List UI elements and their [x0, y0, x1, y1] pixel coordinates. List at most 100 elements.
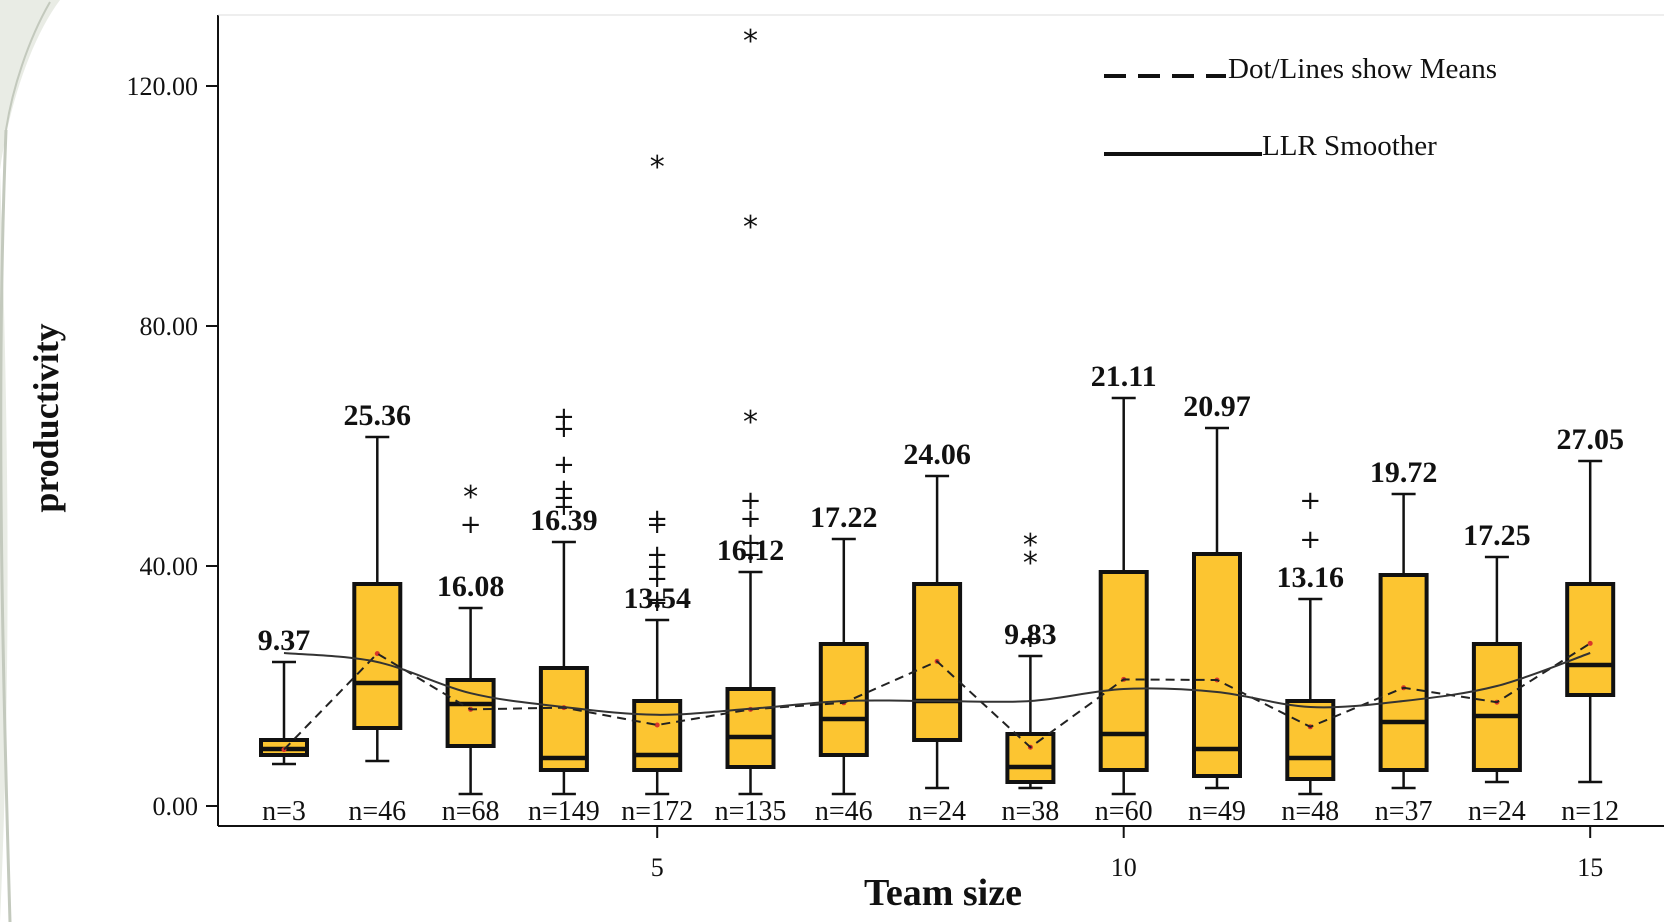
mean-dot: [654, 722, 660, 728]
mean-value-label: 9.37: [258, 624, 311, 657]
box: [1005, 732, 1056, 784]
box: [1285, 699, 1336, 781]
x-tick-label: 5: [651, 853, 664, 882]
box-group: [1192, 426, 1242, 790]
count-label: n=60: [1095, 796, 1153, 827]
count-label: n=46: [348, 796, 406, 827]
mean-value-label: 16.08: [437, 570, 505, 603]
outlier-point: +: [646, 552, 668, 582]
outlier-point: *: [743, 24, 758, 59]
count-label: n=149: [528, 796, 600, 827]
means-dashed-line: [283, 642, 1591, 751]
outlier-point: +: [553, 414, 575, 444]
box-group: [1098, 396, 1149, 796]
outlier-point: *: [1023, 546, 1038, 581]
y-ticks: 0.00 40.00 80.00 120.00: [127, 72, 218, 821]
count-label: n=172: [621, 796, 693, 827]
box: [445, 678, 496, 748]
box-group: +*: [445, 480, 496, 796]
box-group: +++++++*: [632, 150, 683, 796]
mean-value-label: 24.06: [903, 438, 971, 471]
box-group: ++: [1285, 486, 1336, 796]
legend-means-label: Dot/Lines show Means: [1228, 53, 1497, 85]
y-tick-label: 0.00: [153, 792, 199, 821]
count-label: n=46: [815, 796, 873, 827]
box-group: [818, 537, 869, 796]
mean-value-label: 13.16: [1277, 561, 1345, 594]
outlier-point: *: [463, 480, 478, 515]
mean-value-label: 25.36: [344, 399, 412, 432]
legend: Dot/Lines show Means LLR Smoother: [1104, 53, 1497, 162]
box: [632, 699, 683, 772]
count-label: n=135: [715, 796, 787, 827]
box: [818, 642, 869, 757]
box-group: + **: [1005, 528, 1056, 790]
outlier-point: +: [553, 492, 575, 522]
outlier-point: +: [553, 402, 575, 432]
box: [1378, 573, 1429, 772]
outlier-point: +: [1020, 624, 1042, 654]
outlier-point: +: [646, 564, 668, 594]
box-group: ++++++: [538, 402, 589, 796]
count-label: n=49: [1188, 796, 1246, 827]
x-axis-title: Team size: [864, 872, 1022, 914]
mean-value-label: 17.25: [1463, 519, 1531, 552]
box-group: [352, 435, 403, 763]
outlier-point: +: [646, 510, 668, 540]
mean-value-label: 21.11: [1091, 360, 1157, 393]
outlier-point: +: [646, 585, 668, 615]
count-label: n=48: [1281, 796, 1339, 827]
count-label: n=24: [908, 796, 966, 827]
box: [1565, 582, 1616, 697]
count-label: n=68: [442, 796, 500, 827]
y-tick-label: 80.00: [140, 312, 199, 341]
outlier-point: +: [740, 504, 762, 534]
box-group: [1471, 555, 1522, 784]
box: [1098, 570, 1149, 772]
outlier-point: *: [1023, 528, 1038, 563]
y-tick-label: 120.00: [127, 72, 199, 101]
outlier-point: *: [650, 150, 665, 185]
mean-value-label: 17.22: [810, 501, 878, 534]
data-labels: 9.37 n=3 25.36 n=46 16.08 n=68 16.39 n=149 13.54…: [258, 360, 1624, 827]
box-group: ++++***: [725, 24, 776, 796]
count-label: n=24: [1468, 796, 1526, 827]
outlier-point: +: [646, 504, 668, 534]
mean-value-label: 16.39: [530, 504, 598, 537]
box-group: [1565, 459, 1616, 784]
outlier-point: +: [553, 450, 575, 480]
mean-value-label: 19.72: [1370, 456, 1438, 489]
mean-value-label: 20.97: [1183, 390, 1251, 423]
outlier-point: +: [460, 510, 482, 540]
mean-value-label: 27.05: [1556, 423, 1624, 456]
y-tick-label: 40.00: [140, 552, 199, 581]
mean-value-label: 9.83: [1004, 618, 1057, 651]
outlier-point: +: [646, 588, 668, 618]
outlier-point: +: [740, 486, 762, 516]
mean-value-label: 13.54: [623, 582, 691, 615]
count-label: n=12: [1561, 796, 1619, 827]
box: [538, 666, 589, 772]
x-tick-label: 10: [1111, 853, 1137, 882]
count-label: n=3: [262, 796, 306, 827]
y-axis-title: productivity: [26, 323, 66, 512]
outlier-point: +: [646, 540, 668, 570]
outlier-point: *: [743, 405, 758, 440]
llr-smoother-line: [283, 652, 1591, 716]
mean-dot: [1587, 640, 1593, 646]
outlier-point: +: [553, 483, 575, 513]
x-ticks: 5 10 15: [651, 826, 1603, 882]
outlier-point: +: [740, 528, 762, 558]
box: [725, 687, 776, 769]
mean-value-label: 16.12: [717, 534, 785, 567]
box: [1471, 642, 1522, 772]
outlier-point: +: [1299, 486, 1321, 516]
box-group: [1378, 492, 1429, 790]
box: [1192, 552, 1242, 778]
trend-lines: [283, 642, 1591, 751]
count-label: n=38: [1002, 796, 1060, 827]
box-series: +* +++++++++++++*++++***+** ++: [259, 24, 1616, 796]
outlier-point: +: [1299, 525, 1321, 555]
